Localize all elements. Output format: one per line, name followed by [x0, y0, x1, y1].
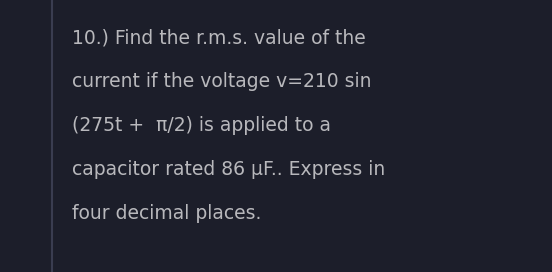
Text: 10.) Find the r.m.s. value of the: 10.) Find the r.m.s. value of the — [72, 28, 366, 47]
Text: capacitor rated 86 μF.. Express in: capacitor rated 86 μF.. Express in — [72, 160, 385, 179]
Text: four decimal places.: four decimal places. — [72, 204, 262, 223]
Text: (275t +  π/2) is applied to a: (275t + π/2) is applied to a — [72, 116, 331, 135]
Text: current if the voltage v=210 sin: current if the voltage v=210 sin — [72, 72, 371, 91]
